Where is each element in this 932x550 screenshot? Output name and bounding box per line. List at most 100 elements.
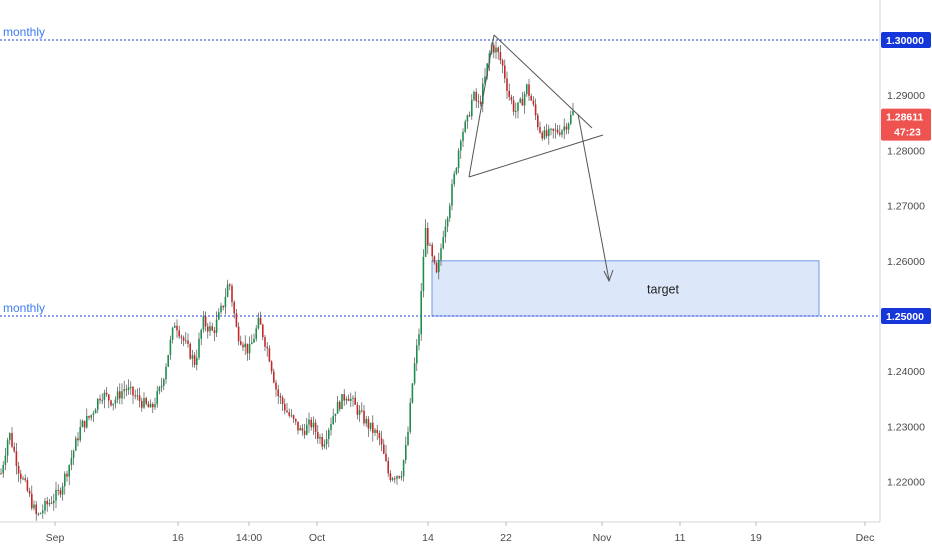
candle-body <box>180 336 183 338</box>
candle-body <box>515 111 517 113</box>
candle-body <box>147 403 150 408</box>
triangle-pattern-drawing[interactable] <box>468 34 614 283</box>
candle-body <box>246 343 249 354</box>
candle-body <box>145 398 147 404</box>
triangle-upper-line[interactable] <box>493 34 593 129</box>
triangle-lower-line[interactable] <box>468 134 604 178</box>
candle-body <box>233 302 235 314</box>
candle-body <box>138 395 141 402</box>
candle-body <box>431 244 433 257</box>
candle-body <box>372 422 374 433</box>
candle-body <box>286 410 288 413</box>
candle-body <box>451 184 453 206</box>
candle-body <box>130 386 132 388</box>
svg-text:1.30000: 1.30000 <box>886 35 924 47</box>
candle-body <box>486 63 488 77</box>
candle-body <box>473 91 475 100</box>
target-zone[interactable] <box>431 260 820 317</box>
candle-body <box>312 422 315 428</box>
candle-body <box>570 114 572 124</box>
candle-body <box>48 502 51 505</box>
candle-body <box>182 337 185 341</box>
candle-body <box>501 60 504 66</box>
time-tick-label: 22 <box>500 532 512 544</box>
candle-body <box>457 150 460 169</box>
candle-body <box>416 345 418 364</box>
candle-body <box>330 424 332 431</box>
candle-body <box>9 433 11 441</box>
triangle-left-leg[interactable] <box>468 34 495 178</box>
candle-body <box>105 392 108 395</box>
candle-body <box>141 401 143 408</box>
candle-body <box>158 387 161 392</box>
projection-arrow-head-icon <box>603 269 614 283</box>
candle-body <box>433 256 436 263</box>
candle-body <box>185 340 187 342</box>
candle-body <box>189 343 191 359</box>
candle-body <box>64 473 66 487</box>
candle-body <box>277 389 279 396</box>
time-tick-label: 11 <box>675 532 686 544</box>
candle-body <box>220 305 222 313</box>
candle-body <box>53 500 55 504</box>
time-tick-label: 19 <box>750 532 762 544</box>
candle-body <box>290 415 293 417</box>
candle-body <box>83 420 86 428</box>
candle-body <box>202 316 205 330</box>
candle-body <box>376 429 378 433</box>
candle-body <box>464 121 466 132</box>
candle-body <box>545 130 548 137</box>
time-tick-label: Sep <box>46 532 65 544</box>
time-axis[interactable]: Sep 16 14:00 Oct 14 22 Nov 11 19 Dec <box>46 522 875 544</box>
candle-body <box>266 346 268 349</box>
candle-body <box>259 317 262 325</box>
candle-body <box>187 340 189 344</box>
candle-body <box>211 326 213 331</box>
candle-body <box>134 395 136 397</box>
candle-body <box>90 415 92 418</box>
candle-body <box>88 415 90 418</box>
candle-body <box>550 128 552 130</box>
candle-body <box>559 132 561 135</box>
candle-body <box>26 480 29 491</box>
candle-body <box>218 312 220 320</box>
candle-body <box>427 227 429 246</box>
candle-body <box>409 402 411 432</box>
candle-body <box>572 111 574 115</box>
candle-body <box>336 401 339 414</box>
candle-body <box>116 391 119 400</box>
candle-body <box>543 130 546 139</box>
candle-body <box>567 123 570 130</box>
candle-body <box>46 500 48 505</box>
time-tick-label: 14 <box>422 532 434 544</box>
candle-body <box>389 473 392 481</box>
candle-body <box>163 379 165 386</box>
candle-body <box>534 104 537 116</box>
candle-body <box>471 99 473 117</box>
candle-body <box>143 398 145 408</box>
candle-body <box>200 329 202 339</box>
candle-body <box>319 437 321 439</box>
candle-body <box>11 433 13 447</box>
candle-body <box>475 91 477 101</box>
candle-body <box>99 398 101 401</box>
candle-body <box>541 132 543 139</box>
candle-body <box>77 438 79 441</box>
candle-body <box>484 76 486 84</box>
candle-body <box>462 131 464 142</box>
price-axis[interactable]: 1.29000 1.28000 1.27000 1.26000 1.24000 1.230… <box>887 90 925 488</box>
candle-body <box>28 490 31 494</box>
candle-body <box>108 394 110 401</box>
candle-body <box>171 327 174 340</box>
candle-body <box>422 256 425 292</box>
projection-arrow-line[interactable] <box>577 113 610 281</box>
candle-body <box>341 394 343 410</box>
svg-text:1.28611: 1.28611 <box>886 112 924 124</box>
candle-body <box>308 419 310 425</box>
candle-body <box>136 395 139 397</box>
candle-body <box>497 47 499 53</box>
candle-body <box>191 355 194 359</box>
candle-body <box>127 387 130 390</box>
candle-body <box>385 453 387 461</box>
